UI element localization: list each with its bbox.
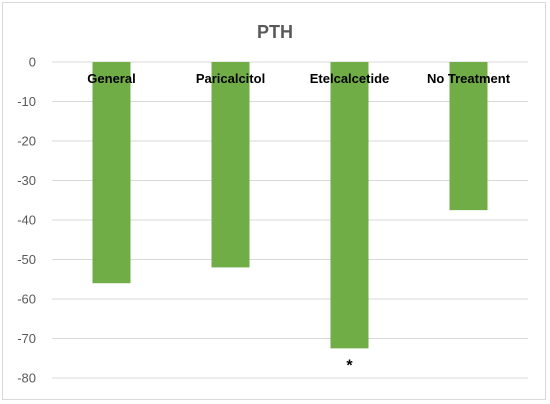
bar-etelcalcetide — [330, 62, 369, 349]
category-label: No Treatment — [427, 71, 511, 86]
y-axis-ticks: 0 -10 -20 -30 -40 -50 -60 -70 -80 — [17, 55, 36, 386]
y-tick-label: -50 — [17, 252, 36, 267]
y-tick-label: -40 — [17, 213, 36, 228]
category-label: General — [87, 71, 135, 86]
category-labels: General Paricalcitol Etelcalcetide No Treat… — [87, 71, 510, 86]
bar-general — [92, 62, 131, 284]
bar-no-treatment — [449, 62, 488, 211]
gridlines — [52, 61, 528, 379]
y-tick-label: -80 — [17, 371, 36, 386]
y-tick-label: -70 — [17, 331, 36, 346]
y-tick-label: -60 — [17, 292, 36, 307]
y-tick-label: -30 — [17, 173, 36, 188]
annotations: * — [346, 357, 353, 374]
category-label: Etelcalcetide — [310, 71, 390, 86]
category-label: Paricalcitol — [196, 71, 265, 86]
y-tick-label: -10 — [17, 94, 36, 109]
bars — [92, 62, 488, 349]
y-tick-label: -20 — [17, 134, 36, 149]
significance-asterisk: * — [346, 357, 353, 374]
y-tick-label: 0 — [29, 55, 36, 70]
chart-title: PTH — [257, 22, 293, 42]
bar-paricalcitol — [211, 62, 250, 268]
